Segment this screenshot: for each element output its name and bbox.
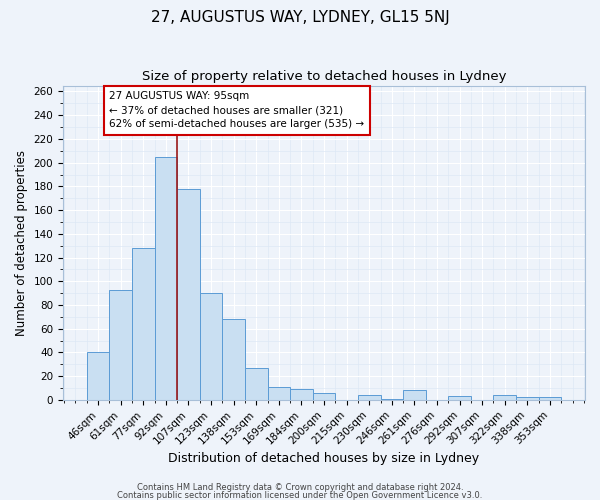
Y-axis label: Number of detached properties: Number of detached properties xyxy=(15,150,28,336)
Bar xyxy=(132,248,155,400)
Bar xyxy=(177,188,200,400)
Bar xyxy=(403,390,425,400)
Bar xyxy=(539,398,561,400)
Bar xyxy=(245,368,268,400)
Bar xyxy=(516,398,539,400)
Bar xyxy=(109,290,132,400)
Text: 27 AUGUSTUS WAY: 95sqm
← 37% of detached houses are smaller (321)
62% of semi-de: 27 AUGUSTUS WAY: 95sqm ← 37% of detached… xyxy=(109,92,364,130)
Bar xyxy=(380,398,403,400)
Bar xyxy=(223,319,245,400)
Bar xyxy=(87,352,109,400)
Title: Size of property relative to detached houses in Lydney: Size of property relative to detached ho… xyxy=(142,70,506,83)
Bar xyxy=(290,389,313,400)
Bar xyxy=(200,293,223,400)
X-axis label: Distribution of detached houses by size in Lydney: Distribution of detached houses by size … xyxy=(169,452,479,465)
Bar xyxy=(493,395,516,400)
Text: Contains public sector information licensed under the Open Government Licence v3: Contains public sector information licen… xyxy=(118,490,482,500)
Bar xyxy=(448,396,471,400)
Bar xyxy=(268,387,290,400)
Bar xyxy=(155,156,177,400)
Text: 27, AUGUSTUS WAY, LYDNEY, GL15 5NJ: 27, AUGUSTUS WAY, LYDNEY, GL15 5NJ xyxy=(151,10,449,25)
Bar xyxy=(313,392,335,400)
Text: Contains HM Land Registry data © Crown copyright and database right 2024.: Contains HM Land Registry data © Crown c… xyxy=(137,484,463,492)
Bar xyxy=(358,395,380,400)
